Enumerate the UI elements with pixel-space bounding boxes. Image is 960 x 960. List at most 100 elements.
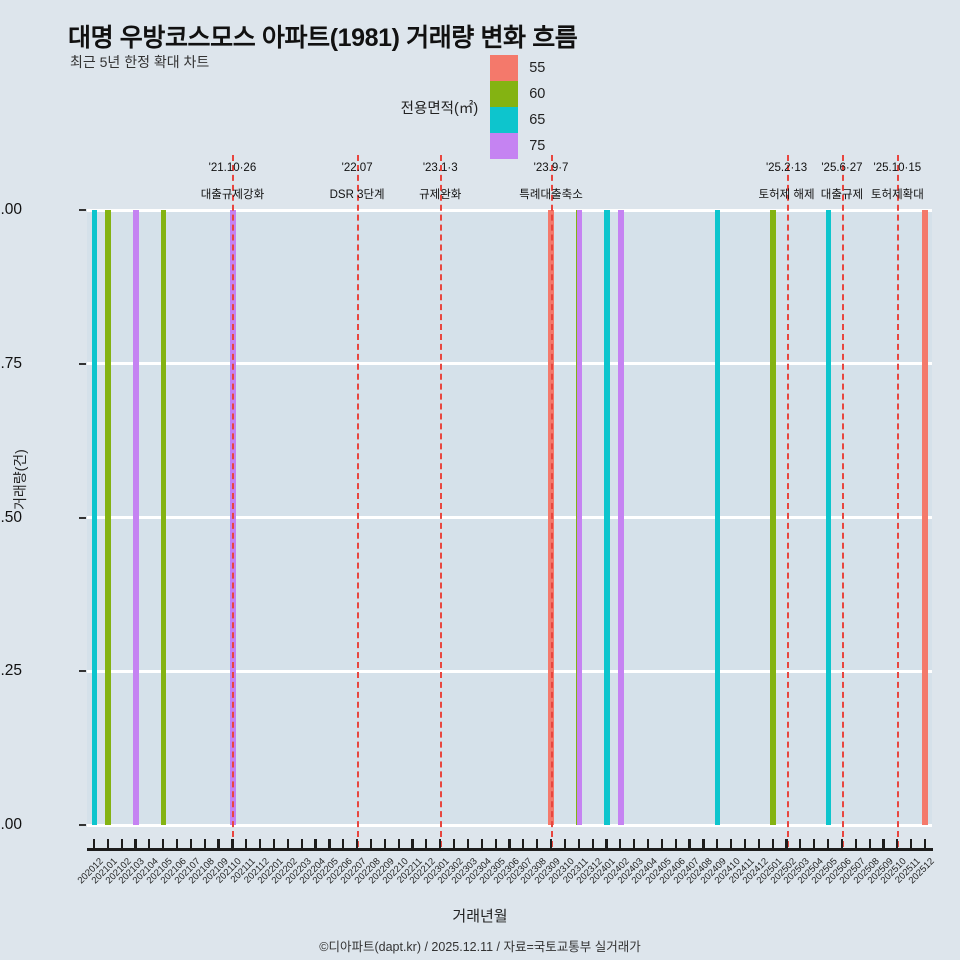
x-tick-mark [605, 839, 608, 848]
y-tick-label: 0.50 [0, 508, 22, 526]
x-tick-mark [633, 839, 636, 848]
bar-65-202012[interactable] [91, 210, 98, 825]
event-name-label: 대출규제강화 [200, 189, 265, 201]
footer-credit: ©디아파트(dapt.kr) / 2025.12.11 / 자료=국토교통부 실… [319, 940, 641, 954]
legend-swatch-60 [490, 81, 519, 107]
legend-label-60: 60 [529, 86, 546, 102]
x-tick-mark [674, 839, 677, 848]
event-line-202207 [357, 155, 360, 847]
legend-label-55: 55 [529, 60, 546, 76]
x-tick-mark [480, 839, 483, 848]
event-line-202110 [232, 155, 235, 847]
event-name-label: 특례대출축소 [519, 189, 583, 201]
x-tick-mark [342, 839, 345, 848]
x-tick-mark [106, 839, 109, 848]
y-tick-label: 0.25 [0, 662, 22, 680]
bar-55-202512[interactable] [922, 210, 928, 825]
x-tick-mark [591, 839, 594, 848]
legend-label-75: 75 [529, 138, 546, 154]
x-tick-mark [799, 839, 802, 848]
x-tick-mark [743, 839, 747, 848]
y-tick-mark [79, 824, 86, 826]
y-tick-label: 1.00 [0, 201, 22, 218]
x-tick-mark [813, 839, 816, 848]
x-tick-mark [148, 839, 151, 848]
bar-65-202401[interactable] [604, 210, 610, 825]
x-tick-mark [619, 839, 622, 848]
x-tick-mark [771, 839, 774, 848]
event-date-label: '22.07 [341, 162, 373, 174]
x-tick-mark [272, 839, 276, 848]
x-tick-mark [120, 839, 123, 848]
page-title: 대명 우방코스모스 아파트(1981) 거래량 변화 흐름 [68, 24, 578, 52]
legend-swatch-65 [490, 107, 519, 133]
legend-item-55[interactable]: 55 [490, 55, 545, 81]
x-axis [87, 839, 933, 851]
gridline [87, 669, 932, 673]
y-tick-mark [79, 362, 86, 365]
page-subtitle: 최근 5년 한정 확대 차트 [70, 54, 210, 70]
x-tick-mark [203, 839, 206, 848]
x-tick-mark [134, 839, 137, 848]
gridline [87, 208, 932, 212]
event-line-202506 [841, 155, 844, 847]
gridline [87, 362, 932, 366]
event-date-label: '23.1·3 [422, 162, 458, 174]
y-tick-label: 0.00 [0, 816, 22, 833]
bar-75-202103[interactable] [133, 210, 139, 825]
plot-area [87, 155, 932, 847]
legend-item-65[interactable]: 65 [490, 107, 545, 133]
y-tick-mark [79, 670, 86, 673]
x-tick-mark [162, 839, 165, 848]
x-tick-mark [466, 839, 470, 848]
legend-title: 전용면적(㎡) [400, 100, 479, 117]
x-tick-mark [536, 839, 539, 848]
x-tick-mark [882, 839, 885, 848]
x-tick-mark [494, 839, 497, 848]
x-tick-mark [688, 839, 691, 848]
event-date-label: '25.10·15 [873, 162, 922, 174]
legend: 전용면적(㎡) 55 60 65 75 [0, 55, 960, 159]
x-tick-mark [785, 839, 788, 848]
x-tick-mark [730, 839, 733, 848]
x-tick-mark [563, 839, 566, 848]
y-tick-mark [79, 516, 86, 519]
x-tick-mark [522, 839, 525, 848]
event-name-label: DSR 3단계 [329, 189, 385, 201]
x-axis-label: 거래년월 [452, 908, 508, 925]
event-date-label: '25.6·27 [821, 162, 863, 174]
x-tick-mark [646, 839, 650, 848]
bar-60-202105[interactable] [160, 210, 167, 825]
x-tick-mark [259, 839, 262, 848]
legend-item-75[interactable]: 75 [490, 133, 545, 159]
x-tick-mark [716, 839, 719, 848]
x-tick-mark [286, 839, 289, 848]
bar-65-202505[interactable] [825, 210, 832, 825]
x-tick-mark [328, 839, 331, 848]
x-tick-mark [910, 839, 913, 848]
bar-75-202402[interactable] [618, 210, 624, 825]
legend-item-60[interactable]: 60 [490, 81, 545, 107]
x-tick-mark [425, 839, 428, 848]
x-tick-mark [827, 839, 830, 848]
x-tick-mark [175, 839, 179, 848]
x-tick-mark [868, 839, 871, 848]
bar-75-202311[interactable] [576, 210, 583, 825]
x-tick-mark [840, 839, 844, 848]
y-tick-mark [79, 209, 86, 211]
bar-60-202101[interactable] [105, 210, 111, 825]
x-tick-mark [854, 839, 857, 848]
event-line-202502 [786, 155, 789, 847]
event-date-label: '23.9·7 [533, 162, 569, 174]
x-tick-mark [702, 839, 705, 848]
x-tick-mark [300, 839, 303, 848]
event-line-202510 [897, 155, 900, 847]
x-tick-mark [217, 839, 220, 848]
bar-60-202501[interactable] [770, 210, 776, 825]
x-tick-mark [92, 839, 95, 848]
event-name-label: 토허제 해제 [758, 189, 815, 201]
x-tick-mark [660, 839, 663, 848]
x-tick-mark [383, 839, 386, 848]
bar-65-202409[interactable] [714, 210, 721, 825]
